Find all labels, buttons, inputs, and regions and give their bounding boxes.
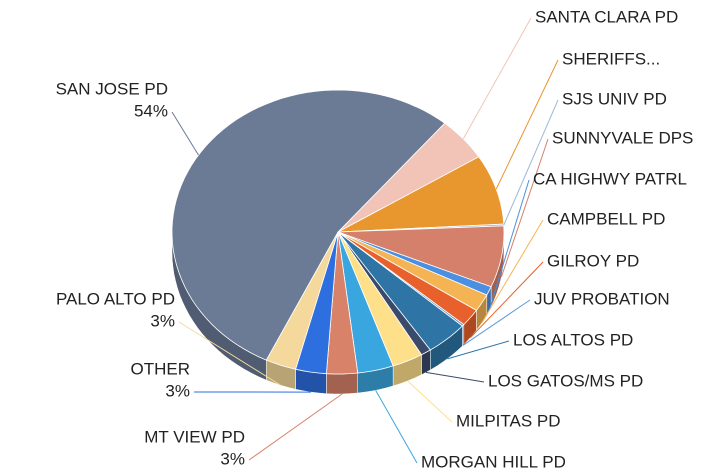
slice (337, 225, 505, 288)
leader-line (171, 111, 199, 156)
category-label: JUV PROBATION (534, 289, 670, 308)
slice (171, 89, 446, 361)
value-label: 54% (134, 101, 168, 120)
slice (337, 231, 394, 374)
category-label: CAMPBELL PD (547, 209, 665, 228)
leader-line (481, 219, 544, 324)
category-label: MILPITAS PD (456, 411, 561, 430)
leader-line (248, 393, 343, 461)
category-label: SUNNYVALE DPS (552, 128, 693, 147)
category-label: PALO ALTO PD (56, 289, 175, 308)
leader-line (178, 321, 281, 386)
category-label: MORGAN HILL PD (421, 452, 566, 471)
leader-line (425, 371, 485, 383)
category-label: OTHER (131, 359, 191, 378)
category-label: LOS ALTOS PD (513, 330, 633, 349)
leader-line (375, 390, 418, 464)
pie-tops (171, 89, 505, 375)
leader-lines (171, 17, 559, 464)
category-label: SJS UNIV PD (562, 89, 667, 108)
leader-line (447, 340, 510, 360)
leader-line (462, 17, 532, 140)
category-label: GILROY PD (547, 251, 639, 270)
value-label: 3% (220, 449, 245, 468)
category-label: LOS GATOS/MS PD (488, 371, 643, 390)
category-label: SHERIFFS... (562, 49, 660, 68)
leader-line (503, 99, 559, 226)
slice-side (326, 372, 358, 395)
leader-line (488, 179, 530, 312)
category-label: MT VIEW PD (144, 427, 245, 446)
leader-line (495, 59, 559, 190)
leader-line (500, 138, 549, 278)
leader-line (462, 299, 531, 346)
value-label: 3% (150, 311, 175, 330)
category-label: SANTA CLARA PD (535, 7, 678, 26)
leader-line (470, 261, 544, 339)
slice (337, 231, 464, 351)
category-label: CA HIGHWY PATRL (533, 169, 687, 188)
pie-sides (171, 231, 505, 395)
category-label: SAN JOSE PD (56, 79, 168, 98)
value-label: 3% (165, 381, 190, 400)
leader-line (407, 380, 453, 423)
